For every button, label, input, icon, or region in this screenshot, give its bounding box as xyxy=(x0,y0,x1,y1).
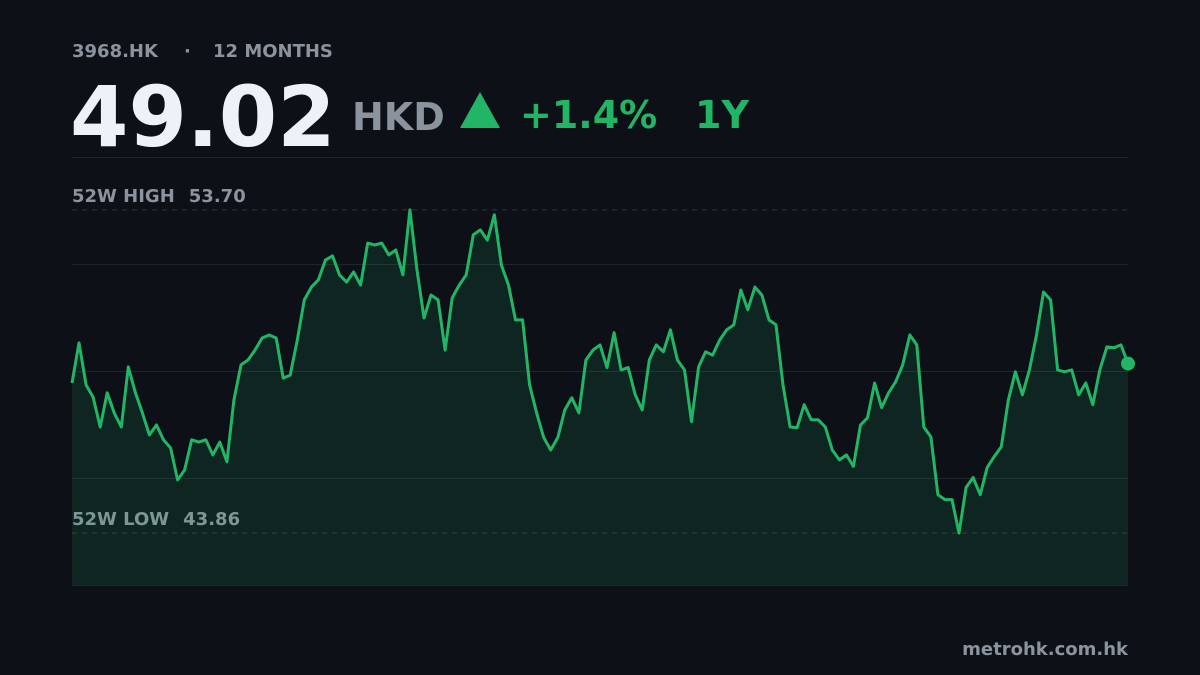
plot: 52W HIGH 53.70 52W LOW 43.86 xyxy=(70,186,1135,585)
reference-value: 43.86 xyxy=(183,509,240,530)
currency: HKD xyxy=(352,95,445,139)
area xyxy=(72,209,1128,585)
change: +1.4% xyxy=(520,93,657,137)
source: metrohk.com.hk xyxy=(962,639,1129,660)
reference-label: 52W HIGH 53.70 xyxy=(72,186,246,207)
price-line xyxy=(70,208,1130,535)
reference-name: 52W HIGH xyxy=(72,186,175,207)
reference-label: 52W LOW 43.86 xyxy=(72,509,240,530)
range: 1Y xyxy=(695,93,749,137)
period: 12 MONTHS xyxy=(213,41,333,62)
price: 49.02 xyxy=(70,68,336,166)
reference-value: 53.70 xyxy=(189,186,246,207)
last-point xyxy=(1121,356,1135,371)
reference-name: 52W LOW xyxy=(72,509,169,530)
ticker: 3968.HK xyxy=(72,41,159,62)
up-arrow xyxy=(460,92,500,128)
separator: · xyxy=(184,41,191,62)
